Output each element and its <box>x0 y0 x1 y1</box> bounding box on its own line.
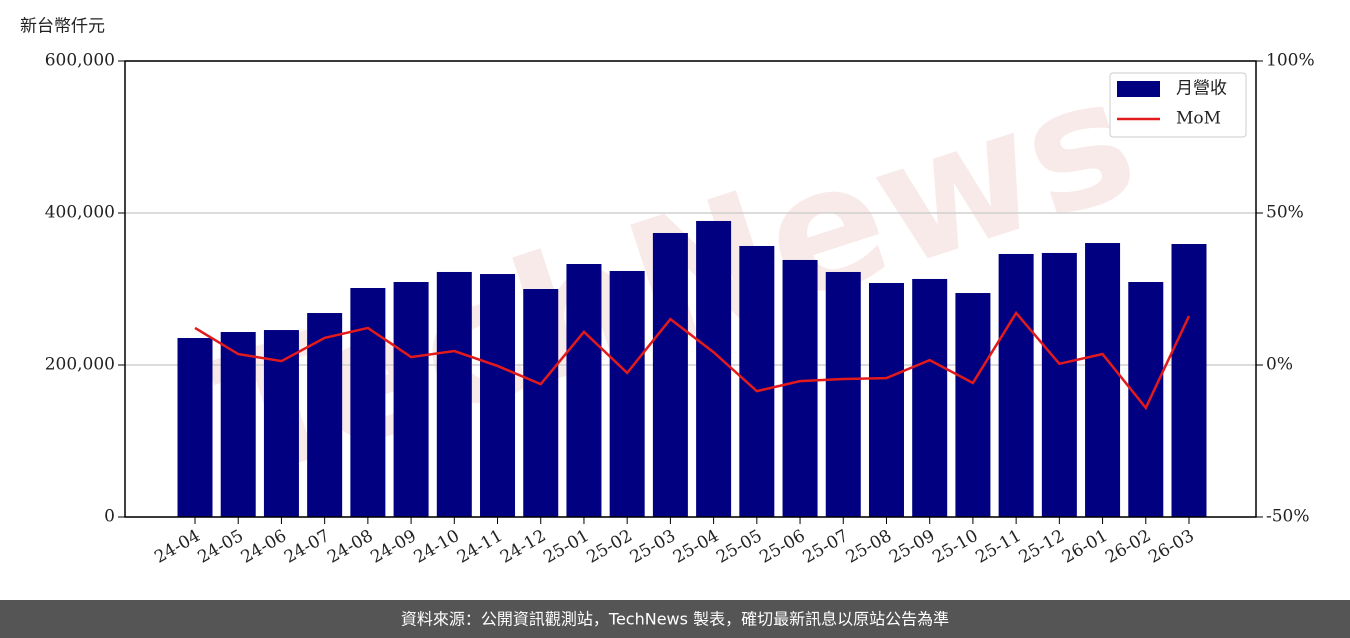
legend-swatch <box>1117 81 1160 97</box>
bar <box>480 274 516 517</box>
bar <box>652 232 688 517</box>
x-tick-label: 25-03 <box>627 526 679 568</box>
x-tick-label: 24-05 <box>195 526 247 568</box>
y2-tick-label: 100% <box>1266 51 1315 71</box>
x-tick-label: 26-01 <box>1059 526 1111 568</box>
x-tick-label: 24-11 <box>454 526 506 568</box>
x-tick-label: 25-01 <box>540 526 592 568</box>
x-tick-label: 26-03 <box>1145 526 1197 568</box>
bar <box>955 293 991 517</box>
x-tick-label: 26-02 <box>1102 526 1154 568</box>
bar <box>998 253 1034 518</box>
y2-tick-label: 0% <box>1266 355 1293 375</box>
x-tick-label: 25-09 <box>886 526 938 568</box>
x-tick-label: 25-12 <box>1016 526 1068 568</box>
bar <box>350 288 386 517</box>
x-tick-label: 24-07 <box>281 526 333 568</box>
y2-tick-label: 50% <box>1266 203 1304 223</box>
x-tick-label: 25-10 <box>929 526 981 568</box>
bar <box>393 282 429 517</box>
bar <box>609 270 645 517</box>
bar <box>307 313 343 517</box>
y-axis-unit: 新台幣仟元 <box>20 17 105 37</box>
x-tick-label: 25-04 <box>670 526 722 568</box>
x-tick-label: 25-05 <box>713 526 765 568</box>
x-tick-label: 24-10 <box>411 526 463 568</box>
bar <box>1128 282 1164 517</box>
bar <box>566 263 602 517</box>
bar <box>912 278 948 517</box>
x-tick-label: 24-08 <box>324 526 376 568</box>
source-note: 資料來源：公開資訊觀測站，TechNews 製表，確切最新訊息以原站公告為準 <box>401 610 949 629</box>
y-tick-label: 600,000 <box>45 51 115 71</box>
bar <box>436 271 472 517</box>
x-tick-label: 25-08 <box>843 526 895 568</box>
bar <box>220 332 256 517</box>
bar <box>696 220 732 518</box>
bar <box>1041 252 1077 517</box>
x-tick-label: 25-06 <box>756 526 808 568</box>
legend-label: 月營收 <box>1176 79 1227 99</box>
y-tick-label: 0 <box>104 507 115 527</box>
x-tick-label: 25-11 <box>972 526 1024 568</box>
bar <box>868 282 904 517</box>
x-tick-label: 24-04 <box>151 526 203 568</box>
bar <box>1171 244 1207 517</box>
x-tick-label: 24-06 <box>238 526 290 568</box>
bar <box>782 259 818 517</box>
bar <box>1085 243 1121 517</box>
x-tick-label: 24-12 <box>497 526 549 568</box>
x-tick-label: 24-09 <box>367 526 419 568</box>
y2-tick-label: -50% <box>1266 507 1310 527</box>
y-tick-label: 400,000 <box>45 203 115 223</box>
footer-bar <box>0 600 1350 638</box>
y-tick-label: 200,000 <box>45 355 115 375</box>
legend-label: MoM <box>1176 109 1221 129</box>
mom-line <box>194 310 1191 411</box>
bar <box>523 289 559 517</box>
plot-frame <box>124 60 1257 518</box>
bar <box>825 271 861 517</box>
bar <box>177 338 213 517</box>
x-tick-label: 25-07 <box>800 526 852 568</box>
x-tick-label: 25-02 <box>583 526 635 568</box>
